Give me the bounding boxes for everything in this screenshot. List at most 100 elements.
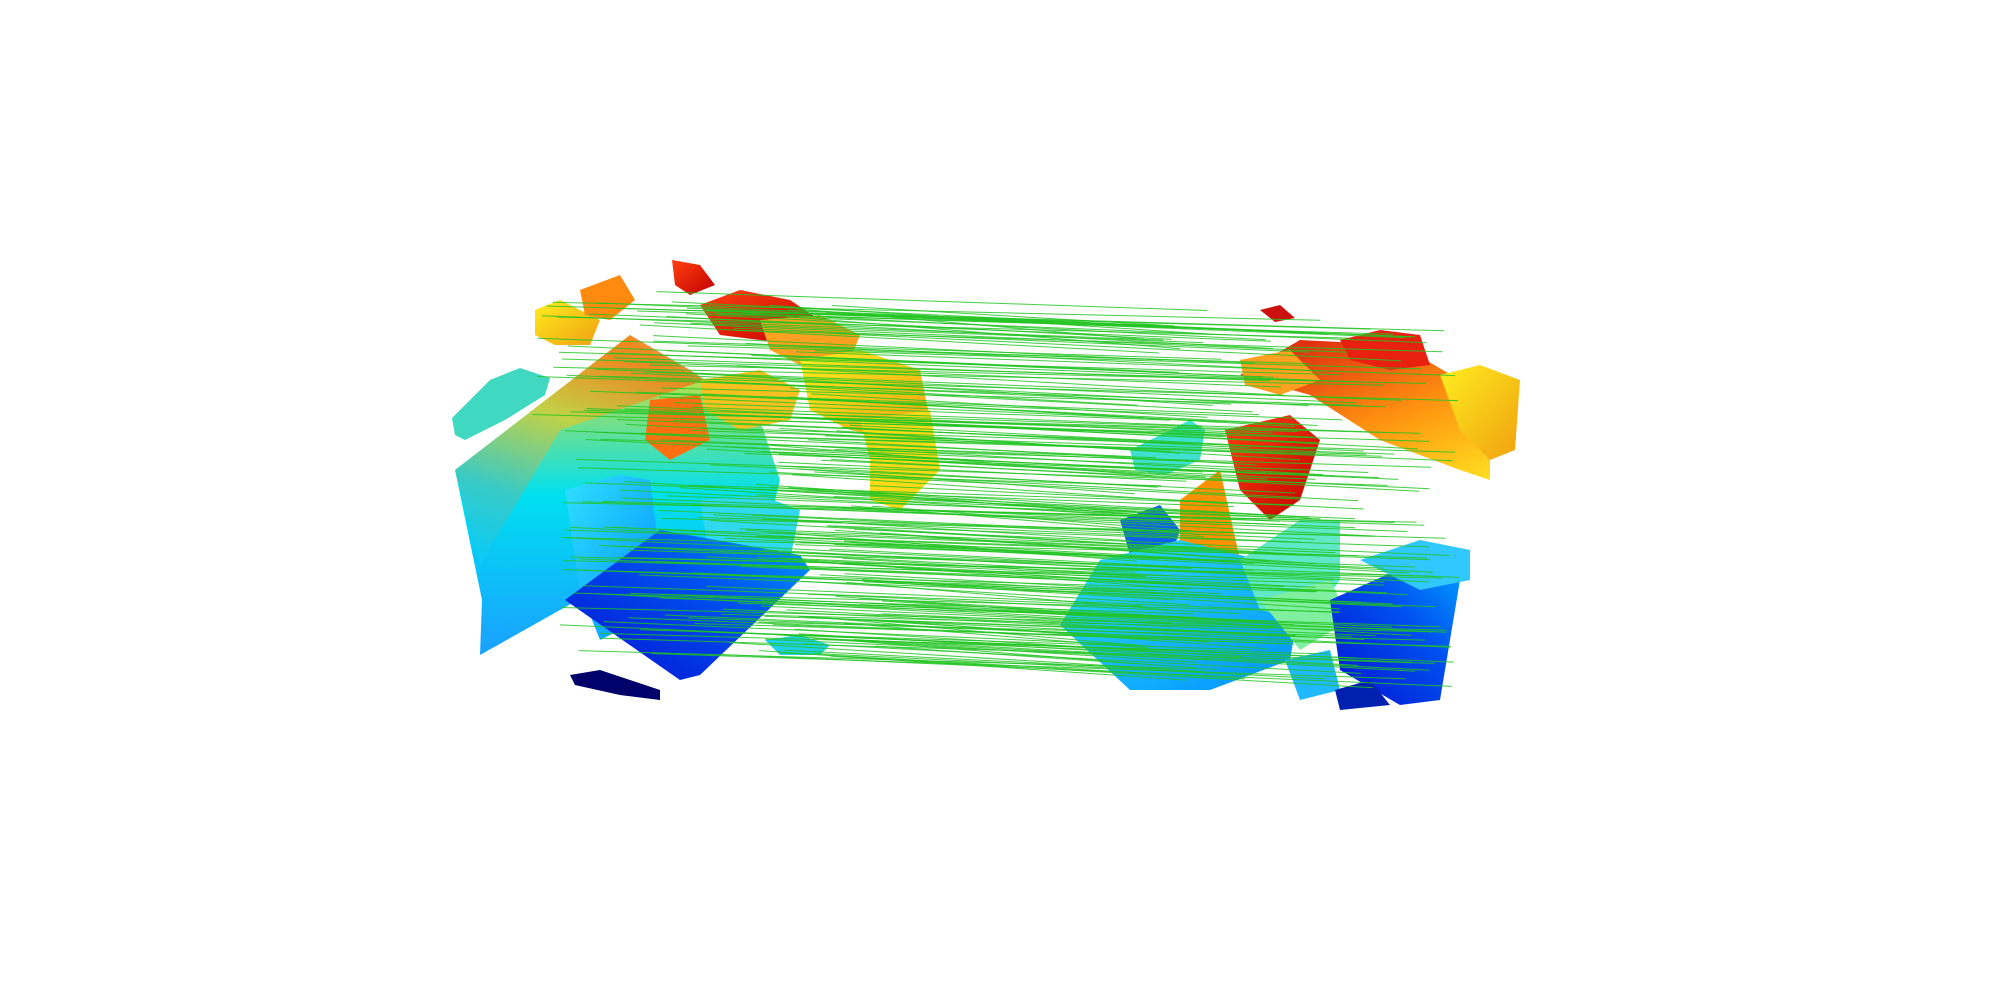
- correspondence-line: [773, 557, 1191, 590]
- correspondence-line: [780, 566, 1408, 596]
- source-teal-object: [452, 368, 550, 440]
- correspondence-line: [630, 372, 1309, 407]
- correspondence-line: [598, 544, 1136, 573]
- correspondence-line: [603, 621, 1138, 646]
- correspondence-line: [828, 525, 1429, 548]
- correspondence-line: [666, 316, 1274, 349]
- correspondence-line: [651, 653, 1406, 680]
- correspondence-line: [690, 429, 1395, 455]
- correspondence-line: [756, 483, 1136, 512]
- correspondence-line: [706, 448, 1206, 478]
- correspondence-line: [756, 535, 1428, 559]
- correspondence-line: [787, 396, 1220, 423]
- correspondence-line: [586, 411, 1421, 434]
- correspondence-line: [873, 581, 1175, 601]
- correspondence-line: [559, 624, 1147, 651]
- correspondence-line: [553, 366, 1385, 386]
- correspondence-line: [849, 424, 1232, 446]
- correspondence-line: [706, 585, 1340, 613]
- correspondence-line: [834, 544, 1384, 569]
- correspondence-line: [600, 632, 1329, 655]
- correspondence-line: [714, 312, 1261, 331]
- correspondence-line: [811, 393, 1208, 418]
- correspondence-line: [821, 446, 1324, 476]
- correspondence-line: [823, 638, 1199, 663]
- correspondence-line: [826, 312, 1445, 332]
- correspondence-line: [689, 372, 1213, 406]
- correspondence-line: [590, 390, 1343, 421]
- correspondence-line: [639, 324, 1160, 354]
- correspondence-line: [778, 461, 1187, 482]
- correspondence-line: [654, 322, 1348, 353]
- target-right-yellow: [1440, 365, 1520, 460]
- correspondence-line: [853, 639, 1430, 671]
- correspondence-line: [617, 556, 1443, 579]
- correspondence-line: [832, 305, 1175, 327]
- correspondence-line: [629, 593, 1340, 613]
- target-red-blob-2: [1225, 415, 1320, 520]
- correspondence-line: [709, 464, 1295, 494]
- correspondence-line: [794, 628, 1242, 658]
- correspondence-line: [560, 607, 1447, 631]
- correspondence-line: [653, 340, 1222, 360]
- correspondence-line: [760, 600, 1393, 628]
- correspondence-line: [575, 458, 1388, 486]
- correspondence-line: [688, 617, 1262, 641]
- correspondence-line: [786, 609, 1261, 635]
- correspondence-line: [881, 600, 1294, 626]
- source-yellow-cluster: [535, 300, 600, 345]
- correspondence-line: [745, 342, 1322, 372]
- correspondence-line: [742, 312, 1266, 341]
- correspondence-line: [835, 595, 1277, 628]
- correspondence-line: [698, 427, 1456, 453]
- correspondence-line: [797, 602, 1172, 624]
- correspondence-line: [653, 335, 1163, 361]
- correspondence-line: [724, 537, 1235, 562]
- correspondence-line: [583, 585, 1143, 607]
- correspondence-line: [814, 653, 1326, 680]
- correspondence-line: [727, 574, 1362, 603]
- correspondence-line: [654, 561, 1385, 586]
- correspondence-line: [749, 415, 1319, 444]
- correspondence-line: [830, 655, 1374, 689]
- target-green-seat: [1260, 580, 1350, 650]
- correspondence-line: [692, 406, 1379, 433]
- correspondence-line: [694, 623, 1452, 647]
- correspondence-line: [567, 345, 1264, 378]
- correspondence-line: [761, 605, 1270, 629]
- correspondence-line: [616, 419, 1147, 442]
- correspondence-line: [829, 332, 1401, 362]
- correspondence-line: [690, 504, 1408, 532]
- correspondence-line: [552, 301, 1321, 321]
- correspondence-line: [859, 597, 1254, 622]
- correspondence-line: [841, 426, 1250, 449]
- correspondence-line: [603, 526, 1250, 552]
- correspondence-line: [770, 416, 1227, 437]
- correspondence-line: [801, 580, 1191, 606]
- correspondence-line: [656, 291, 1208, 311]
- correspondence-line: [824, 435, 1453, 462]
- correspondence-line: [658, 396, 1297, 426]
- correspondence-line: [593, 431, 1383, 457]
- correspondence-line: [831, 638, 1416, 672]
- correspondence-line: [732, 329, 1443, 353]
- correspondence-line: [687, 345, 1309, 365]
- correspondence-line: [814, 350, 1422, 370]
- correspondence-line: [771, 451, 1399, 480]
- correspondence-line: [673, 402, 1171, 421]
- correspondence-line: [796, 351, 1456, 377]
- correspondence-line: [809, 616, 1154, 647]
- source-orange-cluster: [580, 275, 635, 320]
- source-blue-box: [565, 530, 810, 680]
- correspondence-line: [790, 387, 1253, 413]
- correspondence-line: [713, 514, 1132, 542]
- correspondence-line: [834, 449, 1432, 468]
- correspondence-line: [879, 532, 1315, 565]
- correspondence-line: [784, 649, 1204, 672]
- correspondence-line: [723, 608, 1365, 640]
- correspondence-line: [797, 468, 1135, 495]
- correspondence-line: [812, 637, 1413, 663]
- source-red-blob-1: [672, 260, 715, 295]
- correspondence-line: [690, 322, 1204, 344]
